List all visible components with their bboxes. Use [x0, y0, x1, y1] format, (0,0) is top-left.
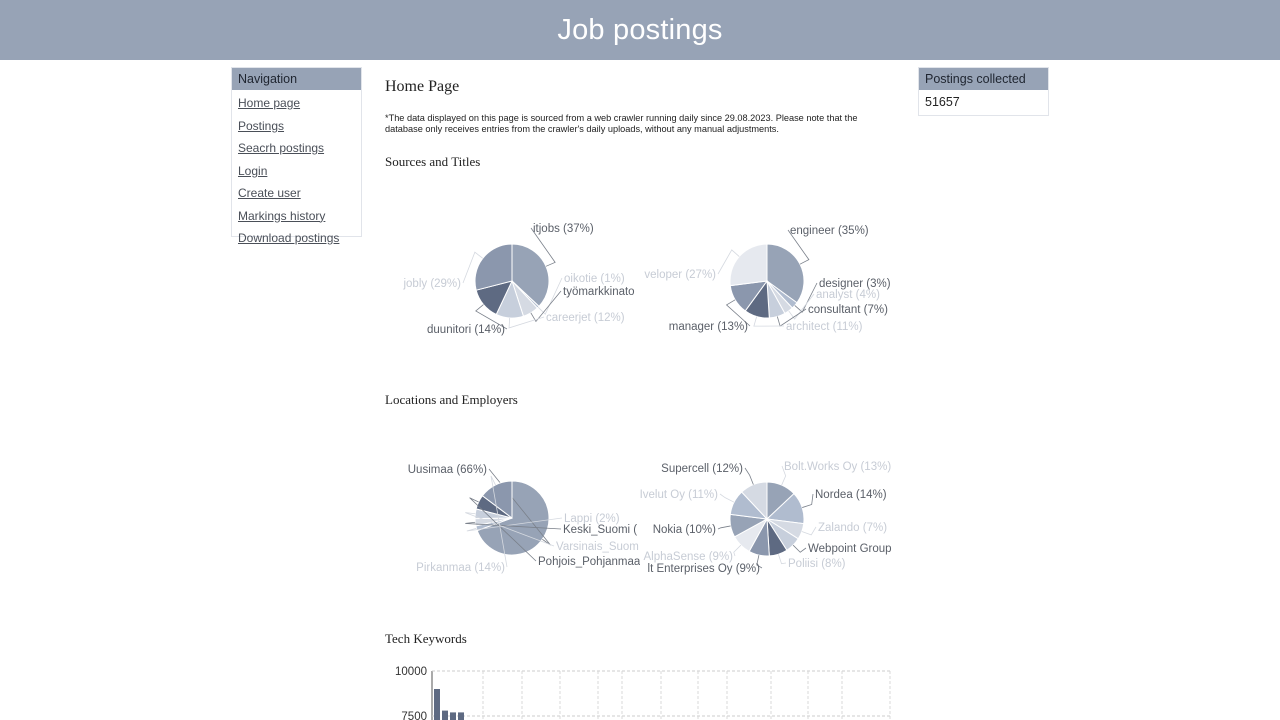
- section-title-sources-titles: Sources and Titles: [385, 154, 481, 169]
- nav-link-search-postings[interactable]: Seacrh postings: [238, 141, 325, 155]
- nav-link-create-user[interactable]: Create user: [238, 186, 301, 200]
- section-title-tech-keywords: Tech Keywords: [385, 631, 467, 646]
- nav-link-markings-history[interactable]: Markings history: [238, 208, 326, 223]
- navigation-header: Navigation: [232, 68, 361, 90]
- nav-link-home-page[interactable]: Home page: [238, 96, 301, 110]
- nav-link-postings[interactable]: Postings: [238, 118, 285, 133]
- page-title: Home Page: [385, 78, 460, 95]
- app-title: Job postings: [557, 13, 723, 46]
- navigation-panel: Navigation Home page Postings Seacrh pos…: [231, 67, 362, 245]
- postings-collected-header: Postings collected: [919, 68, 1048, 90]
- app-header: Job postings: [0, 0, 1280, 60]
- section-title-locations-employers: Locations and Employers: [385, 392, 518, 407]
- postings-collected-value: 51657: [925, 95, 960, 109]
- main-content: Home Page *The data displayed on this pa…: [385, 70, 895, 720]
- postings-collected-panel: Postings collected 51657: [918, 67, 1049, 116]
- nav-link-login[interactable]: Login: [238, 163, 268, 178]
- nav-link-download-postings[interactable]: Download postings: [238, 231, 340, 245]
- navigation-list: Home page Postings Seacrh postings Login…: [232, 90, 361, 247]
- data-disclaimer: *The data displayed on this page is sour…: [385, 113, 858, 134]
